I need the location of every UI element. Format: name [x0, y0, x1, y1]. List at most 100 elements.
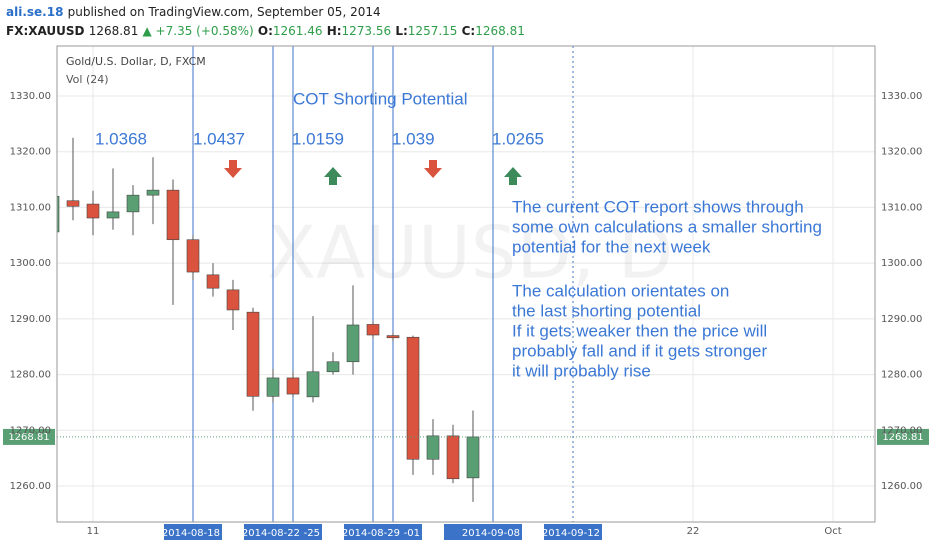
- annotation-line: the last shorting potential: [512, 301, 701, 320]
- annotation-line: The calculation orientates on: [512, 281, 729, 300]
- annotation-paragraph: The current COT report shows throughsome…: [512, 197, 822, 380]
- header-line: ali.se.18 published on TradingView.com, …: [6, 5, 381, 19]
- candle-body: [386, 335, 400, 339]
- candle-body: [446, 435, 460, 480]
- arrow-up: [324, 167, 342, 185]
- marker-label: -01: [404, 528, 420, 539]
- marker-label-bg: [544, 524, 602, 540]
- candle-body: [186, 239, 200, 273]
- arrow-down: [224, 160, 242, 178]
- candle-body: [86, 203, 100, 219]
- h-val: 1273.56: [342, 24, 392, 38]
- change: ▲ +7.35 (+0.58%): [143, 24, 254, 38]
- marker-label: 2014-08-29: [342, 528, 400, 539]
- l-key: L:: [395, 24, 407, 38]
- y-tick-label: 1330.00: [10, 91, 51, 102]
- published: published on TradingView.com, September …: [68, 5, 381, 19]
- annotation-heading: COT Shorting Potential: [293, 89, 468, 108]
- candles: [57, 137, 480, 502]
- arrow-down: [424, 160, 442, 178]
- marker-label: 2014-09-12: [542, 528, 600, 539]
- symbol: FX:XAUUSD: [6, 24, 85, 38]
- candle-body: [66, 200, 80, 207]
- annotation-line: probably fall and if it gets stronger: [512, 341, 767, 360]
- y-tick-label: 1260.00: [10, 481, 51, 492]
- candle-body: [286, 377, 300, 395]
- o-key: O:: [258, 24, 273, 38]
- y-tick-label: 1320.00: [10, 147, 51, 158]
- ratio: 1.0159: [292, 129, 344, 148]
- y-tick-label-right: 1320.00: [881, 147, 922, 158]
- x-tick-label: 11: [87, 526, 100, 537]
- marker-label: 2014-09-08: [462, 528, 520, 539]
- candle-body: [166, 189, 180, 241]
- candle-body: [466, 436, 480, 479]
- c-val: 1268.81: [475, 24, 525, 38]
- candle-body: [366, 324, 380, 336]
- candle-body: [206, 274, 220, 289]
- x-tick-label: 22: [687, 526, 700, 537]
- ratio: 1.0368: [95, 129, 147, 148]
- y-tick-label-right: 1280.00: [881, 370, 922, 381]
- y-tick-label-right: 1300.00: [881, 258, 922, 269]
- candle-body: [226, 289, 240, 311]
- annotation-line: potential for the next week: [512, 237, 711, 256]
- chart-title: Gold/U.S. Dollar, D, FXCM: [66, 55, 206, 68]
- marker-label: 2014-08-18: [162, 528, 220, 539]
- last: 1268.81: [89, 24, 139, 38]
- l-val: 1257.15: [408, 24, 458, 38]
- candle-body: [346, 324, 360, 363]
- candle-body: [326, 361, 340, 373]
- last-price-tag: [877, 428, 929, 445]
- annotation-line: The current COT report shows through: [512, 197, 804, 216]
- annotation-line: it will probably rise: [512, 361, 651, 380]
- marker-label-bg: [164, 524, 222, 540]
- author[interactable]: ali.se.18: [6, 5, 63, 19]
- candle-body: [57, 195, 60, 233]
- y-tick-label: 1300.00: [10, 258, 51, 269]
- candle-body: [246, 311, 260, 397]
- candle-body: [146, 189, 160, 196]
- last-price: 1268.81 1268.81: [3, 428, 929, 445]
- y-tick-label-right: 1260.00: [881, 481, 922, 492]
- x-tick-label: Oct: [824, 526, 841, 537]
- candle-body: [306, 371, 320, 398]
- y-tick-label-right: 1310.00: [881, 202, 922, 213]
- y-tick-label-right: 1270.00: [881, 425, 922, 436]
- axes: 1260.00 1260.00 1270.00 1270.00 1280.00 1280.…: [10, 91, 922, 540]
- candle-body: [126, 194, 140, 213]
- chart-subtitle: Vol (24): [66, 73, 109, 86]
- marker-label: 2014-08-22: [242, 528, 300, 539]
- y-tick-label: 1280.00: [10, 370, 51, 381]
- y-tick-label: 1270.00: [10, 425, 51, 436]
- y-tick-label-right: 1290.00: [881, 314, 922, 325]
- marker-label-bg: [344, 524, 402, 540]
- candle-body: [106, 211, 120, 219]
- ratio: 1.0265: [492, 129, 544, 148]
- ratio: 1.039: [392, 129, 435, 148]
- last-price-label: 1268.81: [882, 432, 923, 443]
- y-tick-label-right: 1330.00: [881, 91, 922, 102]
- o-val: 1261.46: [273, 24, 323, 38]
- plot-frame: [56, 45, 876, 523]
- marker-label-bg: [244, 524, 302, 540]
- watermark: XAUUSD, D: [267, 211, 673, 295]
- last-price-tag: [3, 428, 55, 445]
- c-key: C:: [462, 24, 476, 38]
- ratio: 1.0437: [193, 129, 245, 148]
- last-price-label: 1268.81: [8, 432, 49, 443]
- quote-line: FX:XAUUSD 1268.81 ▲ +7.35 (+0.58%) O:126…: [6, 24, 525, 38]
- annotation-line: some own calculations a smaller shorting: [512, 217, 822, 236]
- candle-body: [426, 435, 440, 460]
- marker-label: -25: [304, 528, 320, 539]
- y-tick-label: 1290.00: [10, 314, 51, 325]
- arrow-up: [504, 167, 522, 185]
- marker-lines: [192, 46, 574, 522]
- candle-body: [406, 336, 420, 460]
- y-tick-label: 1310.00: [10, 202, 51, 213]
- annotation-line: If it gets weaker then the price will: [512, 321, 767, 340]
- h-key: H:: [327, 24, 342, 38]
- marker-label-bg: [464, 524, 522, 540]
